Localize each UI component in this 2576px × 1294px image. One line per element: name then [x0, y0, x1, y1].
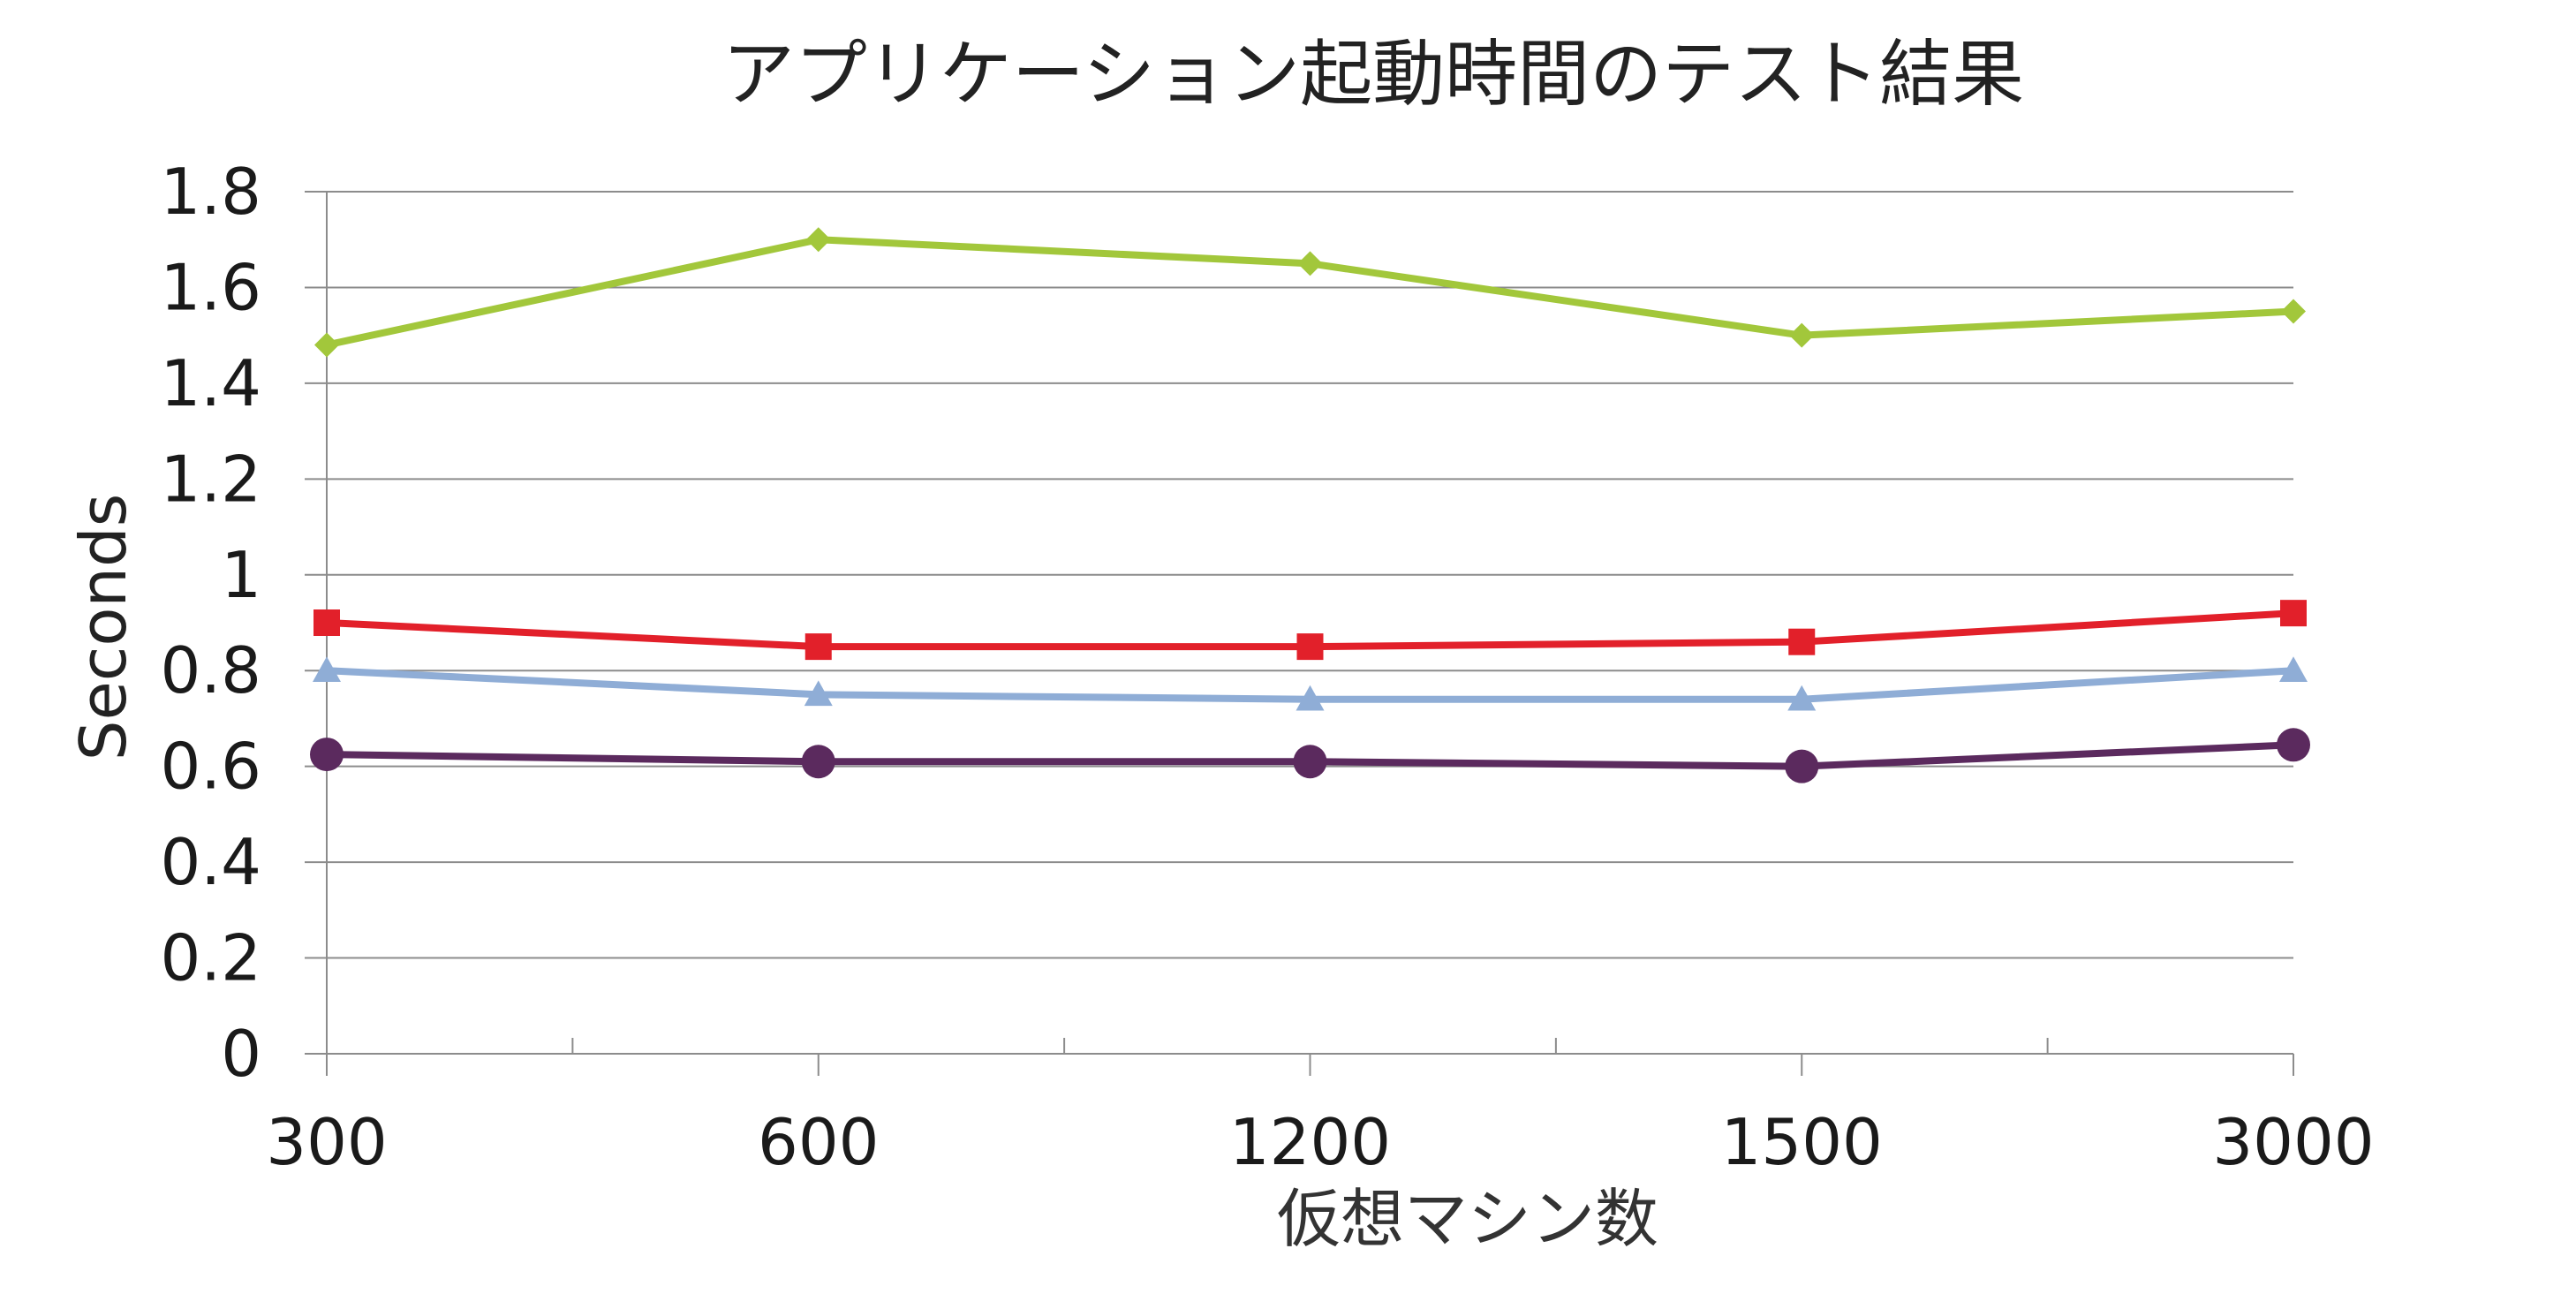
data-point: [805, 633, 832, 661]
data-point: [801, 745, 835, 779]
y-tick-label: 1.8: [160, 155, 261, 229]
series-3: [313, 656, 2308, 711]
y-tick-label: 0.2: [160, 921, 261, 995]
y-tick-label: 1.6: [160, 250, 261, 324]
y-tick-label: 0.6: [160, 730, 261, 804]
y-tick-label: 0: [221, 1017, 261, 1091]
data-point: [1789, 322, 1815, 348]
gridlines: [305, 191, 2293, 1055]
data-point: [2280, 600, 2307, 627]
data-point: [314, 332, 339, 358]
x-tick-label: 600: [758, 1105, 879, 1179]
series-2: [314, 600, 2307, 661]
data-point: [1296, 685, 1325, 711]
y-tick-label: 1: [221, 538, 261, 612]
data-point: [804, 680, 833, 707]
series-1: [314, 227, 2306, 358]
data-point: [314, 609, 340, 636]
y-tick-label: 0.4: [160, 825, 261, 899]
data-point: [1787, 685, 1817, 711]
y-tick-label: 1.2: [160, 442, 261, 516]
data-point: [2277, 728, 2310, 762]
data-point: [805, 227, 831, 253]
x-tick-label: 3000: [2212, 1105, 2374, 1179]
data-point: [2281, 299, 2306, 324]
y-axis-label: Seconds: [66, 494, 140, 761]
data-point: [1785, 749, 1819, 783]
data-point: [1788, 628, 1816, 655]
data-point: [1293, 745, 1327, 779]
y-tick-label: 0.8: [160, 633, 261, 708]
x-tick-label: 1200: [1229, 1105, 1391, 1179]
data-point: [310, 738, 344, 772]
series-4: [310, 728, 2310, 783]
chart-title: アプリケーション起動時間のテスト結果: [722, 33, 2024, 117]
x-tick-label: 1500: [1721, 1105, 1883, 1179]
y-tick-labels: 0 0.2 0.4 0.6 0.8 1 1.2 1.4 1.6 1.8: [160, 155, 261, 1091]
series-lines: [310, 227, 2310, 783]
x-tick-labels: 300 600 1200 1500 3000: [266, 1105, 2374, 1179]
data-point: [2279, 656, 2308, 683]
data-point: [1297, 251, 1323, 276]
x-axis-label: 仮想マシン数: [1277, 1182, 1658, 1256]
y-tick-label: 1.4: [160, 346, 261, 420]
data-point: [313, 656, 341, 683]
data-point: [1296, 633, 1324, 661]
x-tick-label: 300: [266, 1105, 387, 1179]
